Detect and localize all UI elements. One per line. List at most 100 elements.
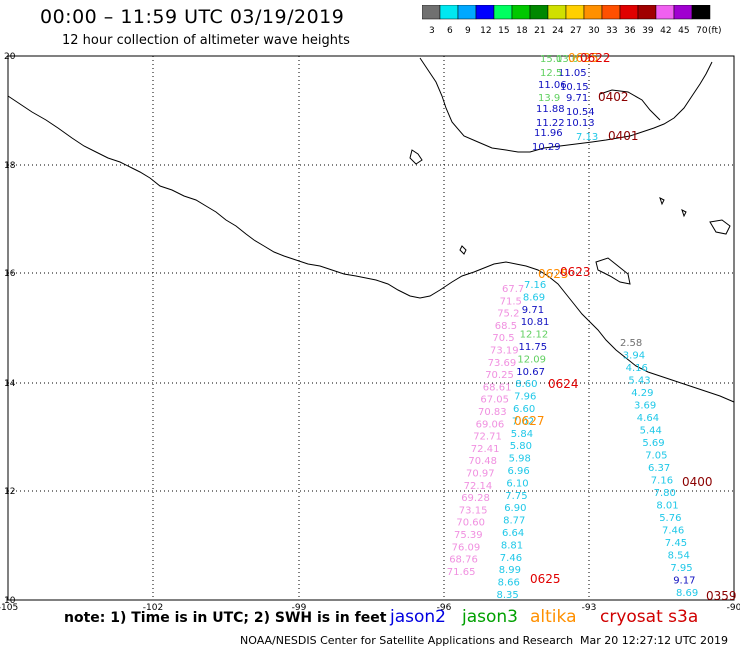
wave-height-value: 11.88 (536, 104, 565, 115)
mexico-pacific-coastline (7, 95, 735, 403)
wave-height-value: 9.71 (566, 93, 588, 104)
latitude-label: 20 (4, 52, 16, 62)
wave-height-value: 67.05 (480, 395, 509, 406)
latitude-label: 18 (4, 161, 16, 171)
wave-height-value: 6.37 (648, 463, 670, 474)
colorbar-label: 33 (606, 26, 617, 36)
wave-height-value: 6.90 (504, 503, 526, 514)
wave-height-value: 72.14 (464, 481, 493, 492)
wave-height-value: 71.65 (447, 567, 476, 578)
units-note: note: 1) Time is in UTC; 2) SWH is in fe… (64, 610, 387, 626)
wave-height-value: 10.29 (532, 142, 561, 153)
colorbar-label: 39 (642, 26, 654, 36)
colorbar-unit: (ft) (708, 26, 722, 36)
gulf-coastline (419, 57, 713, 153)
colorbar-label: 42 (660, 26, 671, 36)
wave-height-value: 8.81 (501, 540, 523, 551)
wave-height-value: 70.83 (478, 407, 507, 418)
wave-height-value: 15.0 (540, 54, 562, 65)
wave-height-value: 7.75 (505, 491, 527, 502)
pass-time-label: 0627 (514, 414, 545, 428)
wave-height-value: 11.75 (519, 342, 548, 353)
wave-height-value: 7.80 (654, 488, 676, 499)
island (409, 149, 423, 165)
map-frame (7, 55, 735, 601)
wave-height-value: 5.43 (628, 376, 650, 387)
pass-time-label: 0625 (530, 572, 561, 586)
pass-time-label: 0623 (560, 265, 591, 279)
wave-height-value: 76.09 (452, 542, 481, 553)
wave-height-value: 5.76 (659, 513, 681, 524)
wave-height-value: 5.44 (640, 426, 662, 437)
longitude-label: -93 (582, 603, 597, 613)
wave-height-value: 10.54 (566, 107, 595, 118)
island (709, 219, 731, 235)
wave-height-value: 70.5 (492, 333, 514, 344)
longitude-label: -102 (143, 603, 163, 613)
island (595, 257, 631, 285)
color-scale-legend: 3 6 9 12 15 18 21 24 27 30 33 36 39 42 45 70 (ft) (422, 5, 722, 36)
pass-time-label: 0625 (538, 267, 569, 281)
wave-height-value: 73.15 (459, 505, 488, 516)
wave-height-value: 69.06 (476, 419, 505, 430)
wave-height-value: 75.2 (497, 309, 519, 320)
wave-height-value: 6.96 (508, 466, 530, 477)
colorbar-label: 24 (552, 26, 564, 36)
legend-cryosat-s3a: cryosat s3a (600, 607, 699, 627)
wave-height-value: 69.28 (461, 493, 490, 504)
wave-height-value: 70.97 (466, 469, 495, 480)
pass-time-label: 0625 (568, 51, 599, 65)
colorbar-label: 30 (588, 26, 600, 36)
wave-height-value: 11.22 (536, 118, 565, 129)
pass-time-label: 0402 (598, 90, 629, 104)
wave-height-value: 8.01 (656, 501, 678, 512)
pass-time-label: 0400 (682, 475, 713, 489)
colorbar-label: 18 (516, 26, 528, 36)
wave-height-value: 8.35 (497, 590, 519, 601)
wave-height-value: 75.39 (454, 530, 483, 541)
wave-height-value: 8.66 (498, 578, 520, 589)
credit-line: NOAA/NESDIS Center for Satellite Applica… (240, 634, 574, 647)
colorbar-swatch (691, 5, 711, 20)
axis-labels: 20 18 16 14 12 10-105 -102 -99 -96 -93 -90 (0, 52, 740, 613)
wave-height-value: 12.12 (520, 330, 549, 341)
latitude-label: 16 (4, 269, 16, 279)
wave-height-value: 7.46 (500, 553, 522, 564)
wave-height-value: 10.13 (566, 118, 595, 129)
wave-height-value: 11.05 (558, 68, 587, 79)
wave-height-value: 6.10 (506, 478, 528, 489)
wave-height-value: 8.77 (503, 516, 525, 527)
wave-height-value: 13.6 (556, 54, 578, 65)
wave-height-value: 3.94 (623, 351, 645, 362)
colorbar-label: 45 (678, 26, 689, 36)
wave-height-value: 6.60 (513, 404, 535, 415)
pass-time-label: 0624 (548, 377, 579, 391)
latitude-label: 14 (4, 379, 16, 389)
colorbar-label: 70 (696, 26, 708, 36)
wave-height-value: 12.5 (540, 68, 562, 79)
longitude-label: -105 (0, 603, 18, 613)
wave-height-value: 72.71 (473, 432, 502, 443)
pass-time-label: 0401 (608, 129, 639, 143)
legend-altika: altika (530, 607, 577, 627)
wave-height-value: 70.25 (485, 370, 514, 381)
wave-height-value: 8.60 (515, 379, 537, 390)
colorbar-label: 27 (570, 26, 581, 36)
wave-height-value: 72.41 (471, 444, 500, 455)
wave-height-value: 70.48 (468, 456, 497, 467)
gulf-inner-coastline (599, 89, 661, 121)
page-subtitle: 12 hour collection of altimeter wave hei… (62, 33, 350, 48)
wave-height-value: 8.69 (523, 292, 545, 303)
wave-height-value: 68.76 (449, 555, 478, 566)
colorbar-label: 3 (429, 26, 435, 36)
wave-height-value: 10.81 (521, 317, 550, 328)
wave-height-value: 7.02 (512, 416, 534, 427)
grid-lines (8, 56, 734, 600)
wave-height-value: 11.96 (534, 128, 563, 139)
wave-height-value: 7.96 (514, 392, 536, 403)
page-title: 00:00 – 11:59 UTC 03/19/2019 (40, 6, 345, 28)
wave-height-value: 4.16 (626, 363, 648, 374)
wave-height-value: 7.13 (576, 132, 598, 143)
island (659, 197, 665, 206)
